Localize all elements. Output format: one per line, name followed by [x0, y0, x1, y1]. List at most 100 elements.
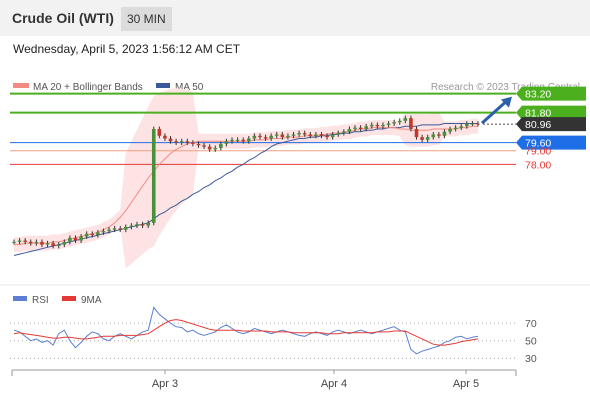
forecast-arrow: [480, 96, 512, 125]
candle: [124, 224, 128, 233]
candle: [235, 137, 240, 143]
svg-text:80.96: 80.96: [525, 119, 551, 131]
title-bar: Crude Oil (WTI) 30 MIN: [0, 0, 590, 36]
rsi-legend-swatch: [13, 296, 27, 301]
candle: [107, 227, 111, 234]
candle: [179, 138, 184, 146]
rsi-level-label-30: 30: [525, 353, 537, 365]
candle: [319, 131, 324, 139]
ma9-legend-swatch: [62, 296, 76, 301]
candle: [325, 133, 329, 140]
rsi-line: [13, 306, 479, 355]
source-credit: Research © 2023 Trading Central: [431, 82, 580, 93]
candle: [342, 129, 346, 136]
candle: [431, 131, 436, 140]
candle: [17, 238, 22, 245]
candle: [241, 137, 246, 144]
candle: [263, 134, 268, 141]
candle: [252, 133, 257, 141]
candle: [79, 234, 83, 243]
svg-text:81.80: 81.80: [525, 108, 551, 120]
candle: [129, 223, 134, 230]
candle: [336, 130, 341, 137]
candle: [12, 239, 16, 245]
candle: [118, 225, 123, 233]
candle: [246, 136, 251, 144]
ma50-line: [13, 123, 478, 256]
candle: [185, 138, 190, 146]
ma50-legend-swatch: [156, 83, 170, 88]
level-tag-83-20: 83.20: [516, 86, 586, 101]
rsi-level-label-50: 50: [525, 336, 537, 348]
level-tag-79-60: 79.60: [516, 135, 586, 150]
candle: [51, 240, 55, 249]
candle: [358, 125, 363, 132]
candle: [202, 142, 206, 150]
candle: [230, 137, 234, 144]
candle: [163, 133, 167, 141]
candle: [397, 118, 402, 125]
candle: [207, 144, 212, 152]
candle: [403, 115, 408, 124]
candle: [286, 133, 290, 140]
level-tag-79-00: 79.00: [525, 146, 551, 158]
candle: [34, 239, 39, 246]
x-label-apr3: Apr 3: [152, 378, 178, 390]
candle: [90, 231, 95, 238]
candle: [476, 121, 480, 127]
candle: [386, 121, 391, 128]
candle: [213, 145, 218, 152]
candle: [157, 126, 162, 139]
candle: [425, 134, 430, 143]
timestamp: Wednesday, April 5, 2023 1:56:12 AM CET: [13, 42, 241, 56]
timeframe-badge[interactable]: 30 MIN: [121, 7, 172, 31]
candle: [274, 131, 279, 139]
candle: [196, 141, 201, 148]
ma9-legend-label: 9MA: [81, 295, 102, 306]
candle: [40, 239, 44, 248]
level-tag-81-80: 81.80: [516, 105, 586, 120]
candle: [442, 129, 447, 139]
svg-text:79.00: 79.00: [525, 146, 551, 158]
candle: [459, 123, 464, 131]
candle: [297, 130, 301, 137]
rsi-level-label-70: 70: [525, 318, 537, 330]
candle: [101, 228, 106, 235]
candle: [174, 138, 178, 146]
candle: [112, 225, 117, 233]
svg-text:83.20: 83.20: [525, 89, 551, 101]
ma20-legend-label: MA 20 + Bollinger Bands: [33, 82, 143, 93]
svg-text:79.60: 79.60: [525, 138, 551, 150]
candle: [140, 221, 145, 229]
x-label-apr5: Apr 5: [453, 378, 479, 390]
candle: [453, 125, 458, 132]
candle: [84, 231, 89, 239]
candle: [330, 131, 335, 140]
candle: [291, 131, 296, 139]
candle: [135, 221, 139, 229]
rsi-ma9-line: [13, 319, 479, 346]
instrument-title: Crude Oil (WTI): [12, 10, 114, 26]
candle: [437, 131, 441, 139]
level-tag-80-96: 80.96: [516, 117, 586, 132]
candle: [73, 235, 78, 243]
candle: [308, 131, 313, 139]
candle: [68, 235, 72, 245]
candle: [62, 239, 67, 248]
candle: [191, 140, 195, 147]
candle: [470, 121, 475, 126]
candle: [381, 122, 385, 129]
candle: [269, 133, 273, 141]
level-tag-78-00: 78.00: [525, 159, 551, 171]
bollinger-band: [14, 88, 478, 269]
candle: [347, 126, 352, 135]
candle: [258, 133, 262, 140]
candle: [28, 239, 33, 246]
candle: [369, 122, 374, 129]
candle: [364, 123, 368, 132]
candle: [96, 229, 100, 238]
candle: [409, 115, 413, 132]
candle: [302, 130, 307, 137]
